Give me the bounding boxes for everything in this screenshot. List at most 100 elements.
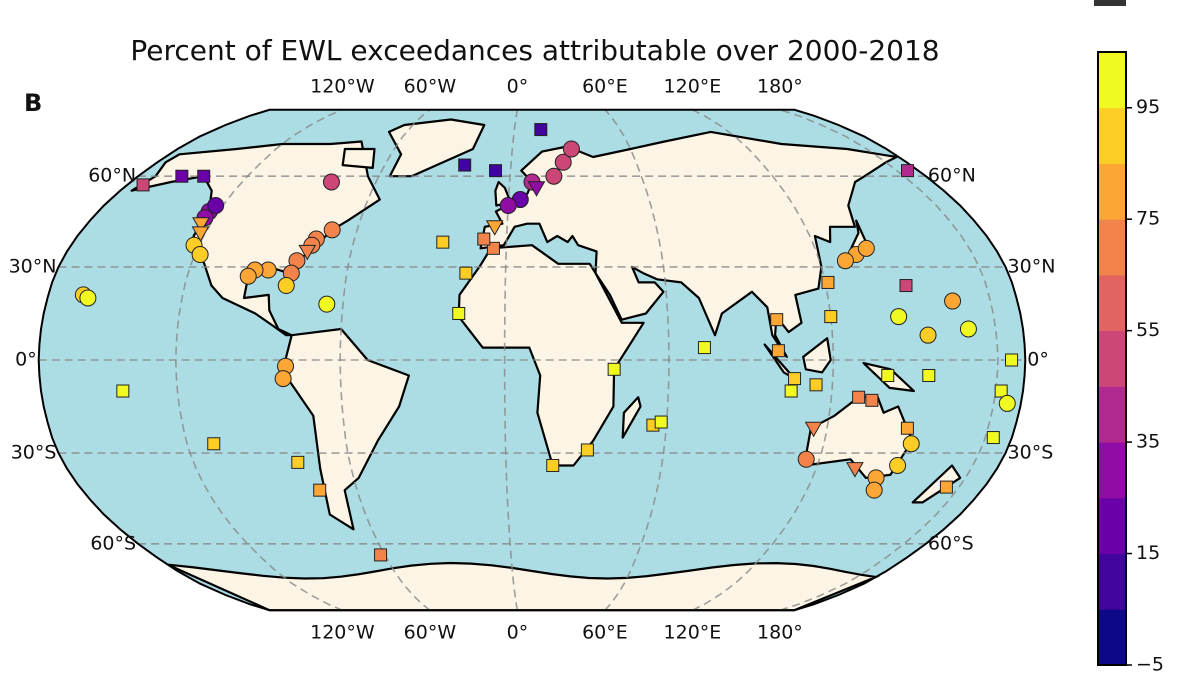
- y-tick-label: 30°S: [1008, 442, 1054, 464]
- station-triangle: [485, 220, 504, 236]
- y-tick-label: 60°S: [90, 532, 136, 554]
- station-circle: [889, 456, 907, 474]
- station-triangle: [846, 462, 864, 478]
- colorbar-band: [1098, 274, 1126, 332]
- chart-title: Percent of EWL exceedances attributable …: [130, 34, 939, 67]
- station-square: [374, 548, 388, 562]
- x-tick-label: 180°: [757, 76, 803, 98]
- colorbar-band: [1098, 497, 1126, 555]
- y-tick-label: 60°N: [88, 165, 136, 187]
- station-circle: [191, 246, 209, 264]
- station-square: [788, 372, 802, 386]
- station-triangle: [192, 217, 210, 233]
- y-tick-label: 30°N: [1008, 255, 1056, 277]
- station-square: [770, 313, 784, 327]
- station-circle: [274, 370, 292, 388]
- station-square: [197, 169, 211, 183]
- map-outline: [37, 108, 1027, 612]
- x-tick-label: 0°: [507, 622, 529, 644]
- station-circle: [857, 239, 875, 257]
- colorbar-tick-label: −5: [1136, 654, 1164, 676]
- grid-line: [174, 109, 343, 611]
- station-circle: [902, 435, 920, 453]
- station-square: [452, 306, 466, 320]
- colorbar: −5 15 35 55 75 95: [1097, 51, 1164, 676]
- x-tick-label: 60°W: [404, 76, 457, 98]
- colorbar-extension: [1094, 0, 1126, 6]
- x-tick-label: 120°W: [310, 622, 375, 644]
- x-tick-label: 120°E: [664, 76, 722, 98]
- station-square: [458, 158, 472, 172]
- station-circle: [499, 196, 517, 214]
- colorbar-tick-label: 35: [1136, 431, 1160, 453]
- station-square: [207, 437, 221, 451]
- colorbar-band: [1098, 386, 1126, 443]
- y-tick-label: 0°: [1027, 349, 1049, 371]
- station-circle: [322, 173, 340, 191]
- land: [621, 396, 642, 439]
- station-square: [580, 443, 594, 457]
- x-tick-label: 60°W: [404, 622, 457, 644]
- station-square: [697, 341, 711, 355]
- land: [341, 147, 376, 169]
- station-square: [607, 362, 621, 376]
- station-square: [486, 241, 500, 255]
- colorbar-band: [1098, 219, 1126, 276]
- station-circle: [323, 221, 341, 239]
- station-circle: [79, 289, 97, 307]
- station-circle: [959, 320, 977, 338]
- x-tick-label: 60°E: [582, 76, 628, 98]
- station-square: [986, 431, 1000, 445]
- station-square: [939, 480, 953, 494]
- colorbar-band: [1098, 52, 1126, 109]
- station-circle: [919, 326, 937, 344]
- station-square: [313, 483, 327, 497]
- station-square: [436, 235, 450, 249]
- x-tick-label: 60°E: [582, 622, 628, 644]
- station-square: [821, 275, 835, 289]
- x-tick-label: 120°W: [310, 76, 375, 98]
- panel-label: B: [24, 89, 42, 117]
- x-tick-label: 0°: [507, 76, 529, 98]
- station-square: [881, 369, 895, 383]
- map: 120°W 120°W 60°W 60°W 0° 0° 60°E 60°E 120°E 120°E…: [9, 76, 1056, 644]
- colorbar-tick-label: 15: [1136, 542, 1160, 564]
- station-square: [534, 123, 548, 137]
- station-triangle: [804, 421, 823, 438]
- land: [387, 118, 486, 178]
- station-circle: [865, 481, 883, 499]
- station-square: [901, 164, 915, 178]
- station-square: [175, 169, 189, 183]
- x-tick-label: 120°E: [664, 622, 722, 644]
- station-square: [784, 384, 798, 398]
- station-square: [899, 279, 913, 293]
- y-tick-label: 60°N: [928, 165, 976, 187]
- colorbar-band: [1098, 609, 1126, 666]
- station-circle: [277, 277, 295, 295]
- station-square: [489, 164, 503, 178]
- colorbar-tick-label: 75: [1136, 208, 1160, 230]
- station-square: [771, 344, 785, 358]
- land: [284, 327, 410, 531]
- station-square: [809, 378, 823, 392]
- colorbar-tick-label: 55: [1136, 319, 1160, 341]
- station-square: [116, 384, 130, 398]
- station-triangle: [191, 226, 210, 242]
- station-square: [477, 232, 491, 246]
- y-tick-label: 30°N: [9, 255, 57, 277]
- station-circle: [318, 295, 336, 313]
- land: [130, 140, 381, 337]
- station-triangle: [527, 181, 546, 197]
- land: [802, 337, 832, 374]
- colorbar-band: [1098, 163, 1126, 220]
- station-square: [922, 369, 936, 383]
- station-circle: [239, 267, 257, 285]
- colorbar-band: [1098, 442, 1126, 499]
- station-circle: [944, 292, 962, 310]
- station-square: [654, 415, 668, 429]
- station-circle: [998, 394, 1016, 412]
- x-tick-label: 180°: [757, 622, 803, 644]
- station-square: [865, 393, 879, 407]
